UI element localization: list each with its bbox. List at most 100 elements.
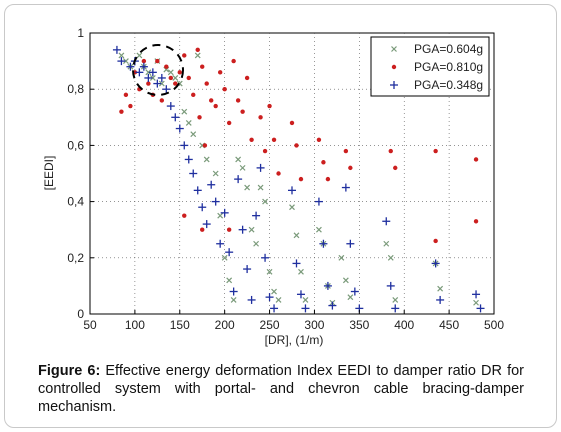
data-point	[209, 98, 214, 103]
data-point	[122, 58, 129, 65]
legend-marker-symbol	[390, 81, 398, 89]
data-point	[252, 211, 261, 220]
data-point	[168, 75, 173, 81]
x-tick-label: 300	[304, 318, 324, 332]
data-point	[175, 124, 184, 133]
data-point	[325, 176, 331, 182]
data-point	[145, 69, 152, 76]
data-point	[431, 259, 440, 268]
data-point	[204, 81, 209, 86]
data-point	[343, 148, 349, 154]
data-point	[391, 304, 400, 313]
x-tick-label: 150	[170, 318, 190, 332]
data-point	[189, 169, 198, 178]
data-point	[298, 268, 304, 275]
x-tick-label: 100	[125, 318, 145, 332]
legend-label-0810: PGA=0.810g	[414, 60, 483, 74]
data-point	[289, 204, 295, 211]
data-point	[211, 197, 220, 206]
data-point	[342, 277, 349, 284]
data-point	[135, 68, 144, 77]
data-point	[314, 197, 323, 206]
data-point	[276, 171, 281, 176]
x-tick-label: 400	[394, 318, 414, 332]
data-point	[220, 208, 229, 217]
data-point	[383, 240, 390, 247]
data-point	[235, 156, 242, 163]
data-point	[248, 226, 255, 233]
x-tick-label: 350	[349, 318, 369, 332]
data-point	[195, 47, 200, 53]
data-point	[267, 103, 272, 109]
data-point	[141, 58, 147, 64]
data-point	[230, 297, 237, 303]
data-point	[217, 212, 224, 219]
legend-entry-0604: PGA=0.604g	[391, 42, 483, 56]
data-point	[126, 62, 135, 71]
data-point	[271, 288, 277, 295]
data-point	[323, 281, 332, 290]
data-point	[153, 79, 162, 88]
data-point	[197, 115, 202, 120]
data-point	[321, 160, 326, 165]
data-point	[164, 64, 169, 69]
data-point	[158, 80, 165, 87]
data-point	[225, 248, 234, 257]
figure-caption-text: Effective energy deformation Index EEDI …	[38, 363, 524, 415]
series-2	[112, 45, 485, 313]
data-point	[388, 148, 393, 154]
data-point	[207, 180, 216, 189]
data-point	[118, 52, 125, 59]
data-point	[221, 254, 228, 261]
x-tick-label: 200	[215, 318, 235, 332]
data-point	[226, 227, 232, 232]
data-point	[275, 297, 282, 303]
x-tick-label: 500	[484, 318, 504, 332]
data-point	[159, 98, 165, 103]
figure-label: Figure 6:	[38, 363, 101, 379]
data-point	[473, 219, 479, 224]
data-point	[166, 102, 175, 111]
data-point	[437, 285, 444, 292]
data-point	[347, 294, 354, 301]
data-point	[202, 220, 211, 229]
data-point	[392, 297, 399, 303]
data-point	[181, 108, 188, 115]
data-point	[319, 239, 328, 248]
y-tick-label: 1	[77, 26, 84, 40]
data-point	[386, 281, 395, 290]
data-point	[136, 52, 143, 59]
legend: PGA=0.604g PGA=0.810g PGA=0.348g	[370, 36, 490, 97]
data-point	[222, 87, 227, 92]
data-point	[244, 184, 251, 191]
data-point	[119, 109, 124, 114]
legend-marker-plus	[390, 81, 398, 89]
data-point	[472, 290, 481, 299]
data-point	[293, 232, 300, 239]
legend-label-0348: PGA=0.348g	[414, 78, 483, 92]
data-point	[200, 64, 205, 69]
x-tick-label: 250	[260, 318, 280, 332]
data-point	[350, 287, 359, 296]
data-point	[436, 295, 445, 304]
y-tick-label: 0,4	[67, 195, 84, 209]
data-point	[191, 92, 196, 98]
data-point	[473, 299, 479, 306]
legend-entry-0348: PGA=0.348g	[390, 78, 483, 92]
x-tick-label: 50	[83, 318, 97, 332]
x-axis-label: [DR], (1/m)	[265, 333, 324, 347]
data-point	[123, 92, 129, 98]
data-point	[173, 81, 178, 86]
data-point	[184, 155, 193, 164]
data-point	[296, 290, 305, 299]
legend-box	[370, 36, 490, 97]
data-point	[200, 227, 205, 232]
data-point	[148, 68, 157, 77]
data-point	[387, 254, 394, 261]
data-point	[433, 148, 438, 154]
data-point	[382, 217, 391, 226]
legend-marker-symbol	[391, 46, 397, 52]
data-point	[271, 137, 277, 142]
data-point	[258, 115, 263, 120]
